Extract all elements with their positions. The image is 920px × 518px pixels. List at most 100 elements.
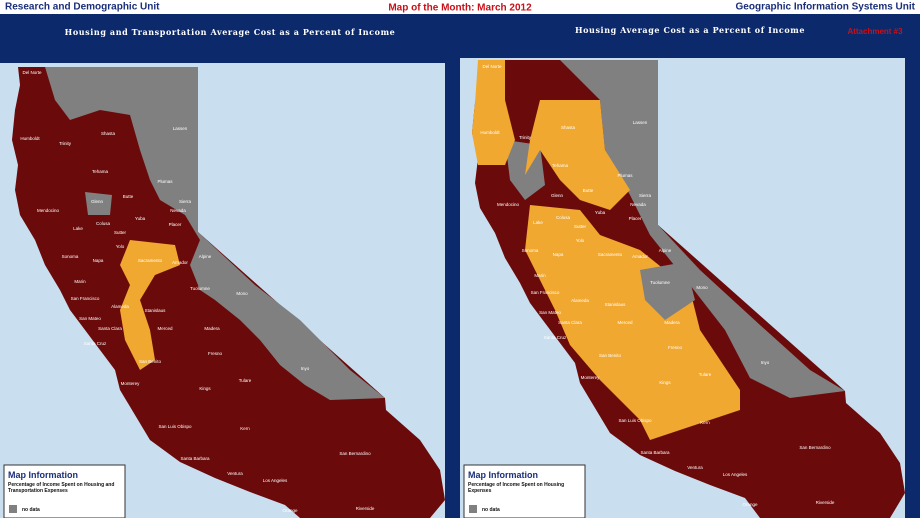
county-label: Alameda [571,298,589,303]
county-label: Monterey [121,381,141,386]
county-label: Sierra [179,199,192,204]
county-label: Amador [632,254,648,259]
county-label: Madera [204,326,220,331]
county-label: Shasta [561,125,576,130]
legend-title: Map Information [468,470,538,480]
header-right: Geographic Information Systems Unit [736,2,916,13]
county-label: Sierra [639,193,652,198]
county-label: Los Angeles [263,478,288,483]
county-label: Plumas [617,173,633,178]
county-label: Napa [93,258,104,263]
county-label: Kings [199,386,211,391]
county-label: Yuba [595,210,606,215]
map-title: Housing and Transportation Average Cost … [65,27,396,37]
county-label: San Francisco [531,290,560,295]
county-label: Inyo [761,360,770,365]
county-label: Kings [659,380,671,385]
county-label: Tehama [552,163,569,168]
county-label: Shasta [101,131,116,136]
county-label: Colusa [96,221,111,226]
county-label: Ventura [227,471,243,476]
mid-range-region [120,240,180,370]
legend-box [463,464,586,518]
county-label: Santa Barbara [640,450,670,455]
county-label: Mendocino [497,202,520,207]
legend-description-text: Percentage of Income Spent on Housing Ex… [468,482,565,494]
county-label: Los Angeles [723,472,748,477]
county-label: San Luis Obispo [618,418,652,423]
county-label: Sacramento [598,252,623,257]
county-label: Lake [73,226,83,231]
legend-box [3,464,126,518]
county-label: Inyo [301,366,310,371]
county-label: Alameda [111,304,129,309]
county-label: Tuolumne [650,280,670,285]
county-label: Trinity [59,141,72,146]
county-label: Yuba [135,216,146,221]
county-label: Santa Barbara [180,456,210,461]
county-label: Fresno [668,345,683,350]
county-label: Butte [583,188,594,193]
county-label: Monterey [581,375,601,380]
legend-swatch [469,505,477,513]
county-label: Sutter [574,224,587,229]
county-label: Amador [172,260,188,265]
county-label: Glenn [551,193,564,198]
county-label: Sonoma [522,248,539,253]
mid-range-region [525,100,630,210]
header-bar [0,0,920,14]
county-label: San Bernardino [339,451,371,456]
county-label: Marin [74,279,86,284]
county-label: Mono [236,291,248,296]
county-label: San Francisco [71,296,100,301]
county-label: Sonoma [62,254,79,259]
header-left: Research and Demographic Unit [5,2,160,13]
legend-title: Map Information [8,470,78,480]
county-label: Mono [696,285,708,290]
county-label: San Mateo [79,316,101,321]
county-label: Santa Cruz [544,335,567,340]
county-label: San Bernardino [799,445,831,450]
county-label: Kern [700,420,710,425]
legend-label: no data [22,507,40,513]
county-label: Alpine [659,248,672,253]
county-label: Del Norte [482,64,502,69]
no-data-region [560,60,845,398]
county-label: Lassen [173,126,188,131]
county-label: Merced [157,326,173,331]
map-title: Housing Average Cost as a Percent of Inc… [575,25,805,35]
map-right: Map Information Percentage of Income Spe… [460,58,905,518]
county-label: Yolo [576,238,585,243]
county-label: Napa [553,252,564,257]
county-label: Placer [629,216,642,221]
map-left: Map Information Percentage of Income Spe… [0,63,445,518]
county-label: San Mateo [539,310,561,315]
county-label: San Luis Obispo [158,424,192,429]
county-label: Orange [282,508,298,513]
county-label: Riverside [816,500,835,505]
legend-description-text: Percentage of Income Spent on Housing an… [8,482,115,494]
county-label: Yolo [116,244,125,249]
county-label: Humboldt [20,136,40,141]
county-label: Alpine [199,254,212,259]
county-label: San Benito [139,359,162,364]
no-data-region [45,67,385,400]
county-label: Sacramento [138,258,163,263]
mid-range-region [525,205,740,440]
county-label: Stanislaus [145,308,167,313]
county-label: Colusa [556,215,571,220]
county-label: Tuolumne [190,286,210,291]
county-label: Orange [742,502,758,507]
county-label: Butte [123,194,134,199]
no-data-region [640,262,695,320]
legend-label: no data [482,507,500,513]
county-label: Lake [533,220,543,225]
county-label: Stanislaus [605,302,627,307]
county-label: Ventura [687,465,703,470]
county-label: Madera [664,320,680,325]
county-label: Santa Cruz [84,341,107,346]
legend-description: Percentage of Income Spent on Housing Ex… [468,482,565,494]
county-label: Humboldt [480,130,500,135]
county-label: Trinity [519,135,532,140]
county-label: Placer [169,222,182,227]
